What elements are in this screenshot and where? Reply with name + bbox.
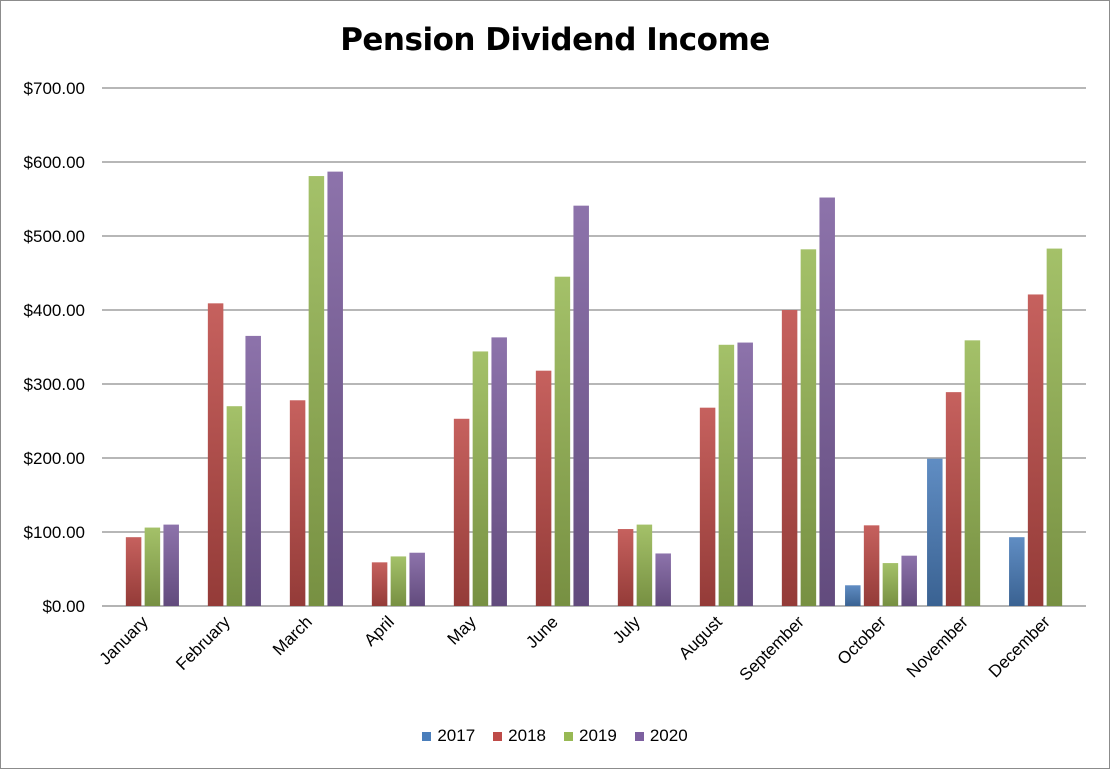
- x-tick-label: February: [172, 612, 234, 674]
- y-axis-ticks: $0.00 $100.00 $200.00 $300.00 $400.00 $500.00…: [24, 79, 85, 616]
- bar-2020-september: [819, 197, 835, 606]
- bar-2020-august: [737, 342, 753, 606]
- y-tick-label: $200.00: [24, 449, 85, 468]
- bar-2018-july: [617, 529, 634, 606]
- legend-item: 2020: [634, 726, 688, 746]
- legend-label: 2018: [508, 726, 546, 745]
- x-tick-label: October: [834, 612, 890, 668]
- bar-2019-may: [472, 351, 489, 606]
- bar-2020-april: [409, 552, 425, 606]
- bar-2017-october: [845, 585, 861, 606]
- x-tick-label: July: [609, 612, 644, 647]
- bar-2020-june: [573, 205, 589, 606]
- x-tick-label: April: [360, 612, 397, 649]
- bar-2019-september: [800, 249, 817, 606]
- bar-2019-april: [390, 556, 407, 606]
- x-tick-label: December: [985, 612, 1054, 681]
- bar-2019-november: [964, 340, 981, 606]
- x-tick-label: January: [96, 612, 153, 669]
- y-tick-label: $400.00: [24, 301, 85, 320]
- legend-item: 2018: [493, 726, 546, 746]
- x-tick-label: March: [269, 612, 316, 659]
- x-axis-ticks: January February March April May June July Augu…: [96, 612, 1054, 685]
- x-tick-label: August: [675, 612, 726, 663]
- bar-2018-february: [207, 303, 224, 606]
- x-tick-label: June: [522, 612, 562, 652]
- bars: [125, 171, 1063, 606]
- legend-label: 2017: [437, 726, 476, 745]
- legend-swatch: [422, 731, 432, 741]
- legend-label: 2019: [579, 726, 617, 745]
- bar-2019-august: [718, 344, 735, 606]
- bar-2019-february: [226, 406, 243, 606]
- bar-2019-march: [308, 176, 325, 606]
- bar-2019-december: [1046, 248, 1063, 606]
- x-tick-label: May: [444, 612, 480, 648]
- legend-item: 2017: [422, 726, 475, 746]
- bar-2019-october: [882, 563, 899, 606]
- bar-2020-october: [901, 555, 917, 606]
- legend-swatch: [634, 731, 644, 741]
- bar-2020-february: [245, 335, 261, 606]
- x-tick-label: November: [903, 612, 972, 681]
- bar-2020-january: [163, 524, 179, 606]
- y-tick-label: $100.00: [24, 523, 85, 542]
- y-tick-label: $0.00: [42, 597, 85, 616]
- legend-item: 2019: [564, 726, 617, 746]
- y-tick-label: $300.00: [24, 375, 85, 394]
- bar-2020-may: [491, 337, 507, 606]
- bar-2020-july: [655, 553, 671, 606]
- bar-2019-june: [554, 276, 571, 606]
- bar-2017-november: [927, 458, 943, 606]
- bar-2018-december: [1027, 294, 1044, 606]
- bar-2018-april: [371, 562, 388, 606]
- gridlines: [102, 87, 1086, 607]
- y-tick-label: $700.00: [24, 79, 85, 98]
- x-tick-label: September: [736, 612, 808, 684]
- legend-label: 2020: [649, 726, 688, 745]
- bar-2020-march: [327, 171, 343, 606]
- chart-title: Pension Dividend Income: [340, 22, 770, 58]
- bar-2019-january: [144, 527, 161, 606]
- bar-2018-november: [945, 392, 962, 606]
- bar-2018-june: [535, 370, 552, 606]
- bar-2018-october: [863, 525, 880, 606]
- legend: 2017 2018 2019 2020: [0, 726, 1110, 746]
- bar-2018-august: [699, 407, 716, 606]
- legend-swatch: [493, 731, 503, 741]
- bar-2018-january: [125, 537, 142, 606]
- y-tick-label: $600.00: [24, 153, 85, 172]
- bar-2018-september: [781, 310, 798, 606]
- bar-2019-july: [636, 524, 653, 606]
- bar-2017-december: [1009, 537, 1025, 606]
- bar-2018-may: [453, 418, 470, 606]
- bar-2018-march: [289, 400, 306, 606]
- legend-swatch: [564, 731, 573, 741]
- y-tick-label: $500.00: [24, 227, 85, 246]
